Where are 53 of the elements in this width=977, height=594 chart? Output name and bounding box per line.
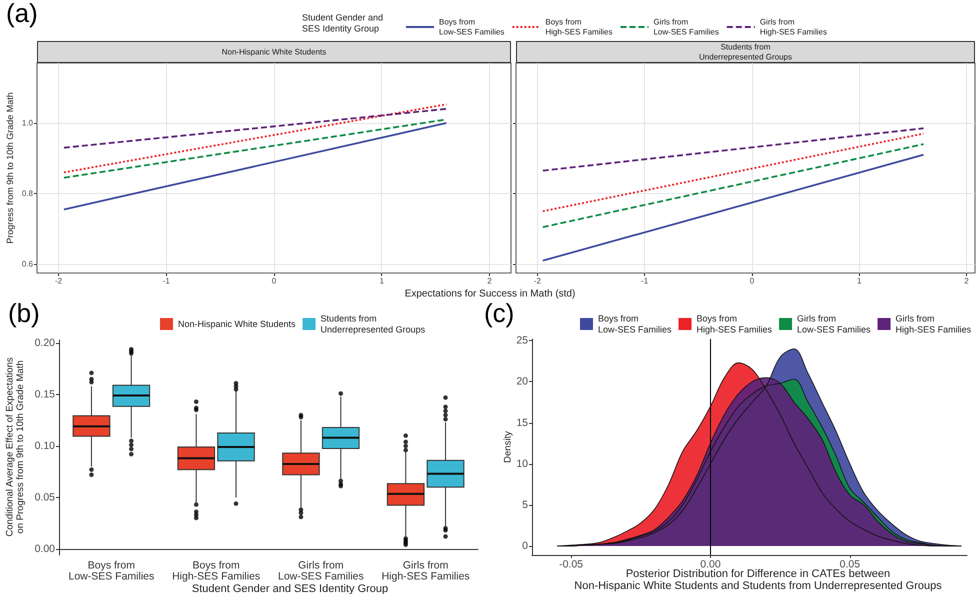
x-tick-label: 2 <box>964 276 970 286</box>
y-tick-label: 15 <box>516 416 528 429</box>
text: (b) <box>8 298 40 328</box>
y-tick-label: 20 <box>516 376 528 388</box>
y-tick-label: 0 <box>522 540 528 552</box>
x-tick-label: -2 <box>534 276 542 286</box>
y-tick-label: 0.8 <box>22 189 34 198</box>
x-tick-label: 2 <box>487 276 492 286</box>
chart-title: Students from Underrepresented Groups <box>699 42 792 62</box>
x-axis-title: Student Gender and SES Identity Group <box>192 583 388 594</box>
legend-label: Non-Hispanic White Students <box>178 319 296 329</box>
x-tick-label: Girls from Low-SES Families <box>278 560 364 582</box>
x-tick-label: -1 <box>162 276 170 286</box>
legend-label: Students from Underrepresented Groups <box>320 314 426 334</box>
y-axis-title: Progress from 9th to 10th Grade Math <box>5 92 15 244</box>
y-tick-label: 10 <box>516 458 528 470</box>
x-tick-label: Boys from Low-SES Families <box>68 560 154 582</box>
x-tick-label: -2 <box>54 276 63 286</box>
y-tick-label: 5 <box>522 498 528 511</box>
y-tick-label: 0.15 <box>34 388 56 401</box>
y-tick-label: 0.05 <box>34 491 56 504</box>
x-axis-title: Posterior Distribution for Difference in CATEs between Non-Hispanic White Students and Students from Underrepresented Groups <box>574 568 942 592</box>
legend-label: Boys from High-SES Families <box>696 314 773 334</box>
text: (a) <box>6 0 38 28</box>
y-tick-label: 1.0 <box>22 118 34 128</box>
text: (c) <box>484 298 514 328</box>
x-tick-label: 0.00 <box>700 558 721 570</box>
legend-label: Girls from High-SES Families <box>760 18 827 36</box>
x-tick-label: Boys from High-SES Families <box>172 560 260 582</box>
x-tick-label: 0 <box>750 276 755 286</box>
legend-label: Girls from Low-SES Families <box>797 314 872 334</box>
y-tick-label: 0.6 <box>22 260 34 269</box>
legend-label: Boys from High-SES Families <box>545 18 612 36</box>
x-tick-label: 1 <box>380 276 384 286</box>
chart-title: Non-Hispanic White Students <box>222 48 326 56</box>
y-tick-label: 0.00 <box>34 542 56 555</box>
y-axis-title: Density <box>502 430 514 463</box>
x-tick-label: 0.05 <box>840 558 860 570</box>
legend-label: Boys from Low-SES Families <box>439 18 504 36</box>
x-axis-title: Expectations for Success in Math (std) <box>404 288 576 300</box>
x-tick-label: 1 <box>856 276 862 286</box>
legend-label: Girls from Low-SES Families <box>653 18 719 36</box>
y-tick-label: 0.20 <box>34 337 56 350</box>
y-tick-label: 0.10 <box>34 440 56 452</box>
x-tick-label: Girls from High-SES Families <box>382 560 470 582</box>
x-tick-label: -1 <box>641 276 649 286</box>
legend-label: Girls from High-SES Families <box>896 314 972 334</box>
x-tick-label: -0.05 <box>559 558 584 570</box>
legend-title: Student Gender and SES Identity Group <box>302 12 384 34</box>
x-tick-label: 0 <box>272 276 277 286</box>
y-tick-label: 25 <box>516 334 528 347</box>
y-axis-title: Conditional Average Effect of Expectations on Progress from 9th to 10th Grade Math <box>4 357 26 537</box>
legend-label: Boys from Low-SES Families <box>598 314 672 334</box>
